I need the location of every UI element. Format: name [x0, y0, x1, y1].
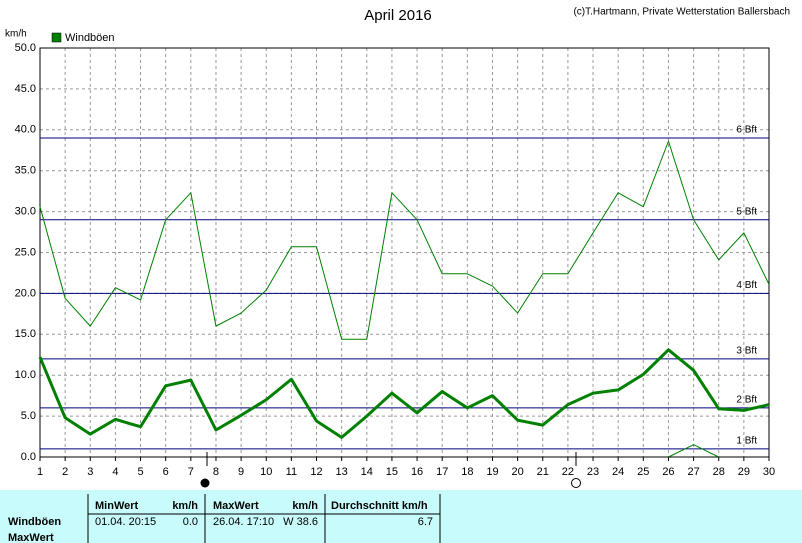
- x-tick-label: 26: [662, 466, 674, 478]
- legend-label: Windböen: [65, 32, 115, 44]
- y-tick-label: 10.0: [15, 369, 36, 381]
- y-tick-label: 15.0: [15, 328, 36, 340]
- beaufort-label: 6 Bft: [736, 125, 757, 136]
- table-header: MinWert: [95, 500, 139, 512]
- series-line: [38, 348, 770, 439]
- x-tick-label: 28: [713, 466, 725, 478]
- series-line: [668, 444, 719, 458]
- table-cell: 6.7: [418, 516, 433, 528]
- x-tick-label: 20: [511, 466, 523, 478]
- x-tick-label: 16: [411, 466, 423, 478]
- x-tick-label: 7: [188, 466, 194, 478]
- y-tick-label: 40.0: [15, 124, 36, 136]
- table-cell: 0.0: [183, 516, 198, 528]
- x-tick-label: 1: [37, 466, 43, 478]
- table-cell: W 38.6: [283, 516, 318, 528]
- beaufort-label: 5 Bft: [736, 206, 757, 217]
- table-header: MaxWert: [213, 500, 259, 512]
- x-tick-label: 2: [62, 466, 68, 478]
- x-tick-label: 13: [336, 466, 348, 478]
- x-tick-label: 17: [436, 466, 448, 478]
- y-axis-label: km/h: [5, 29, 27, 40]
- x-tick-label: 3: [87, 466, 93, 478]
- y-tick-label: 5.0: [21, 410, 36, 422]
- y-tick-label: 30.0: [15, 206, 36, 218]
- x-tick-label: 6: [163, 466, 169, 478]
- moon-full: [200, 478, 210, 488]
- x-tick-label: 9: [238, 466, 244, 478]
- beaufort-label: 4 Bft: [736, 280, 757, 291]
- table-cell: 01.04. 20:15: [95, 516, 156, 528]
- x-tick-label: 10: [260, 466, 272, 478]
- x-tick-label: 18: [461, 466, 473, 478]
- x-tick-label: 11: [286, 466, 297, 478]
- y-tick-label: 0.0: [21, 451, 36, 463]
- y-tick-label: 25.0: [15, 246, 36, 258]
- table-header: Durchschnitt km/h: [331, 500, 428, 512]
- x-tick-label: 27: [687, 466, 699, 478]
- beaufort-label: 1 Bft: [736, 435, 757, 446]
- x-tick-label: 24: [612, 466, 624, 478]
- x-tick-label: 29: [738, 466, 750, 478]
- x-tick-label: 30: [763, 466, 775, 478]
- table-lines: [87, 494, 441, 543]
- y-tick-label: 45.0: [15, 83, 36, 95]
- chart-title: April 2016: [364, 7, 432, 24]
- legend-swatch: [51, 32, 62, 43]
- x-tick-label: 4: [112, 466, 118, 478]
- x-tick-label: 22: [562, 466, 574, 478]
- x-tick-label: 21: [537, 466, 549, 478]
- y-tick-label: 20.0: [15, 287, 36, 299]
- x-tick-label: 8: [213, 466, 219, 478]
- table-cell: Windböen: [8, 516, 61, 528]
- x-tick-label: 25: [637, 466, 649, 478]
- moon-new: [571, 478, 581, 488]
- x-tick-label: 5: [137, 466, 143, 478]
- x-tick-label: 15: [386, 466, 398, 478]
- x-tick-label: 12: [310, 466, 322, 478]
- table-background: [0, 490, 802, 543]
- beaufort-label: 3 Bft: [736, 345, 757, 356]
- x-tick-label: 23: [587, 466, 599, 478]
- x-tick-label: 14: [361, 466, 373, 478]
- table-header: km/h: [292, 500, 318, 512]
- table-header: km/h: [172, 500, 198, 512]
- credit: (c)T.Hartmann, Private Wetterstation Bal…: [573, 7, 790, 18]
- table-cell: 26.04. 17:10: [213, 516, 274, 528]
- moon-icons: [200, 452, 581, 488]
- plot-frame: [39, 47, 770, 458]
- series-line: [39, 140, 770, 340]
- y-tick-label: 35.0: [15, 165, 36, 177]
- x-tick-label: 19: [486, 466, 498, 478]
- beaufort-label: 2 Bft: [736, 395, 757, 406]
- table-cell: MaxWert: [8, 532, 54, 543]
- y-tick-label: 50.0: [15, 42, 36, 54]
